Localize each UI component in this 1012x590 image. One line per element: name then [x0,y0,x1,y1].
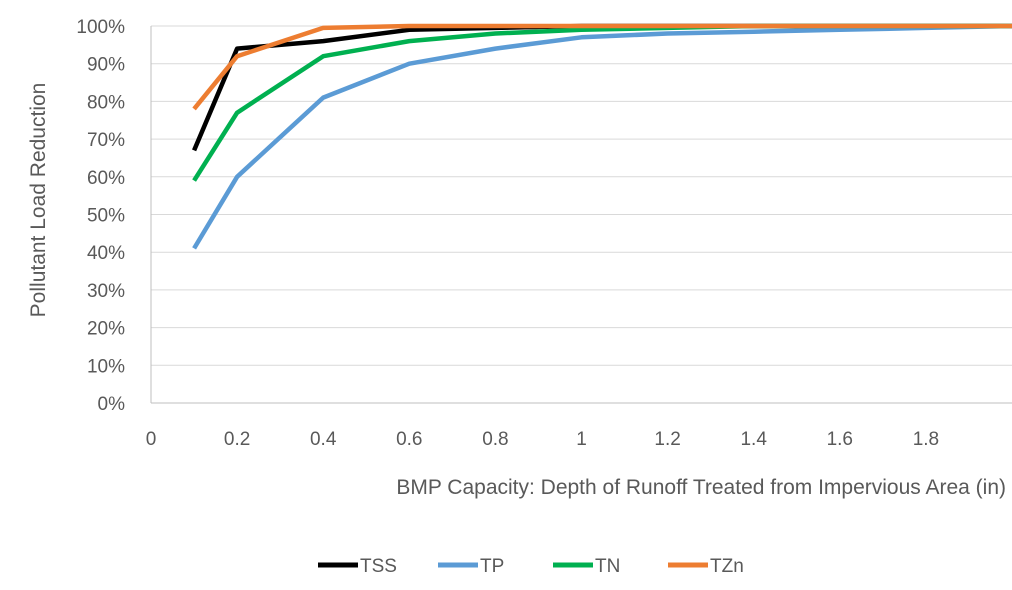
legend-label: TZn [710,556,744,577]
legend-item-tn: TN [553,556,620,577]
legend-item-tzn: TZn [668,556,744,577]
y-tick-label: 20% [87,319,125,340]
series-line-tp [192,23,1012,250]
gridlines [151,25,1012,366]
x-tick-label: 1.6 [827,429,853,450]
legend-label: TSS [360,556,397,577]
y-tick-label: 70% [87,130,125,151]
x-tick-label: 1.8 [913,429,939,450]
x-tick-labels: 0 0.2 0.4 0.6 0.8 1 1.2 1.4 1.6 1.8 [146,429,939,450]
y-tick-label: 0% [98,394,126,415]
legend-item-tss: TSS [318,556,397,577]
y-tick-labels: 0% 10% 20% 30% 40% 50% 60% 70% 80% 90% 100% [76,17,125,415]
y-tick-label: 10% [87,356,125,377]
series-line-tzn [192,23,1012,111]
legend-item-tp: TP [438,556,504,577]
y-tick-label: 60% [87,168,125,189]
x-tick-label: 0.8 [482,429,508,450]
x-tick-label: 1.4 [740,429,767,450]
x-tick-label: 0.2 [224,429,250,450]
y-tick-label: 40% [87,243,125,264]
legend: TSS TP TN TZn [318,556,744,577]
series-lines [192,23,1012,250]
axes [150,26,1012,404]
x-tick-label: 1.2 [654,429,680,450]
legend-label: TN [595,556,620,577]
x-tick-label: 1 [576,429,587,450]
y-tick-label: 50% [87,206,125,227]
y-tick-label: 30% [87,281,125,302]
x-tick-label: 0.4 [310,429,337,450]
series-line-tss [192,23,1012,152]
y-tick-label: 100% [76,17,125,38]
y-axis-title: Pollutant Load Reduction [27,83,50,318]
x-tick-label: 0 [146,429,157,450]
plot-area [192,23,1012,250]
legend-label: TP [480,556,504,577]
y-tick-label: 90% [87,55,125,76]
x-tick-label: 0.6 [396,429,422,450]
y-tick-label: 80% [87,92,125,113]
x-axis-title: BMP Capacity: Depth of Runoff Treated fr… [396,476,1006,499]
